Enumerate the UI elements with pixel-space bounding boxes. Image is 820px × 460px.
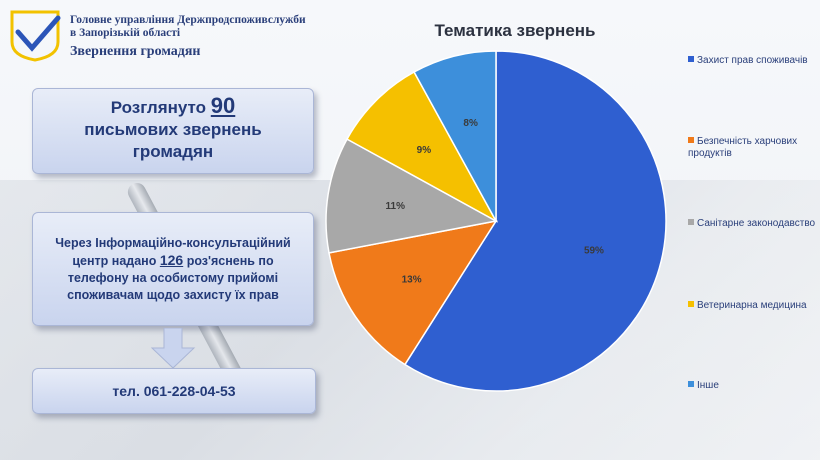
box2-line3: телефону на особистому прийомі [67, 271, 279, 285]
pie-label-sanitary: 11% [386, 201, 406, 212]
phone-box: тел. 061-228-04-53 [32, 368, 316, 414]
pie-label-other: 8% [463, 118, 478, 129]
box1-line2: письмових звернень [84, 120, 262, 139]
box2-line1: Через Інформаційно-консультаційний [55, 236, 291, 250]
pie-slice-other [413, 50, 497, 222]
legend-item-food-safety: Безпечність харчових продуктів [688, 136, 818, 160]
legend-swatch [688, 56, 694, 62]
letters-reviewed-box: Розглянуто 90 письмових звернень громадя… [32, 88, 314, 174]
arrow-down-icon [150, 328, 196, 368]
legend-swatch [688, 301, 694, 307]
box1-number: 90 [210, 93, 236, 118]
header: Головне управління Держпродспоживслужби … [0, 0, 330, 70]
legend-item-other: Інше [688, 380, 818, 392]
legend-swatch [688, 219, 694, 225]
legend-label: Захист прав споживачів [697, 55, 808, 66]
consultations-box: Через Інформаційно-консультаційний центр… [32, 212, 314, 326]
organization-name: Головне управління Держпродспоживслужби … [70, 14, 330, 40]
legend-swatch [688, 137, 694, 143]
box2-line2-pre: центр надано [72, 254, 157, 268]
chart-title: Тематика звернень [434, 21, 596, 40]
box2-number: 126 [159, 252, 184, 268]
legend-item-veterinary: Ветеринарна медицина [688, 300, 818, 312]
legend-label: Ветеринарна медицина [697, 300, 807, 311]
legend-label: Безпечність харчових продуктів [688, 136, 798, 159]
box1-line3: громадян [132, 142, 214, 161]
pie-slice-veterinary [346, 71, 498, 223]
page-subtitle: Звернення громадян [70, 44, 201, 59]
legend-label: Санітарне законодавство [697, 218, 816, 229]
pie-slice-sanitary [325, 138, 499, 254]
phone-number: тел. 061-228-04-53 [112, 383, 236, 399]
checkmark-logo-icon [10, 10, 61, 62]
org-line-1: Головне управління Держпродспоживслужби [70, 14, 306, 26]
pie-label-consumer-rights: 59% [584, 245, 604, 256]
pie-slice-consumer-rights [403, 50, 667, 392]
pie-slice-food-safety [328, 219, 498, 366]
box1-pre: Розглянуто [110, 98, 207, 117]
legend-label: Інше [697, 380, 719, 391]
org-line-2: в Запорізькій області [70, 27, 181, 39]
legend-swatch [688, 381, 694, 387]
box2-line4: споживачам щодо захисту їх прав [67, 288, 279, 302]
pie-label-veterinary: 9% [417, 145, 432, 156]
pie-label-food-safety: 13% [402, 274, 422, 285]
legend-item-sanitary: Санітарне законодавство [688, 218, 818, 230]
box2-line2-post: роз'яснень по [186, 254, 274, 268]
legend-item-consumer-rights: Захист прав споживачів [688, 55, 818, 67]
